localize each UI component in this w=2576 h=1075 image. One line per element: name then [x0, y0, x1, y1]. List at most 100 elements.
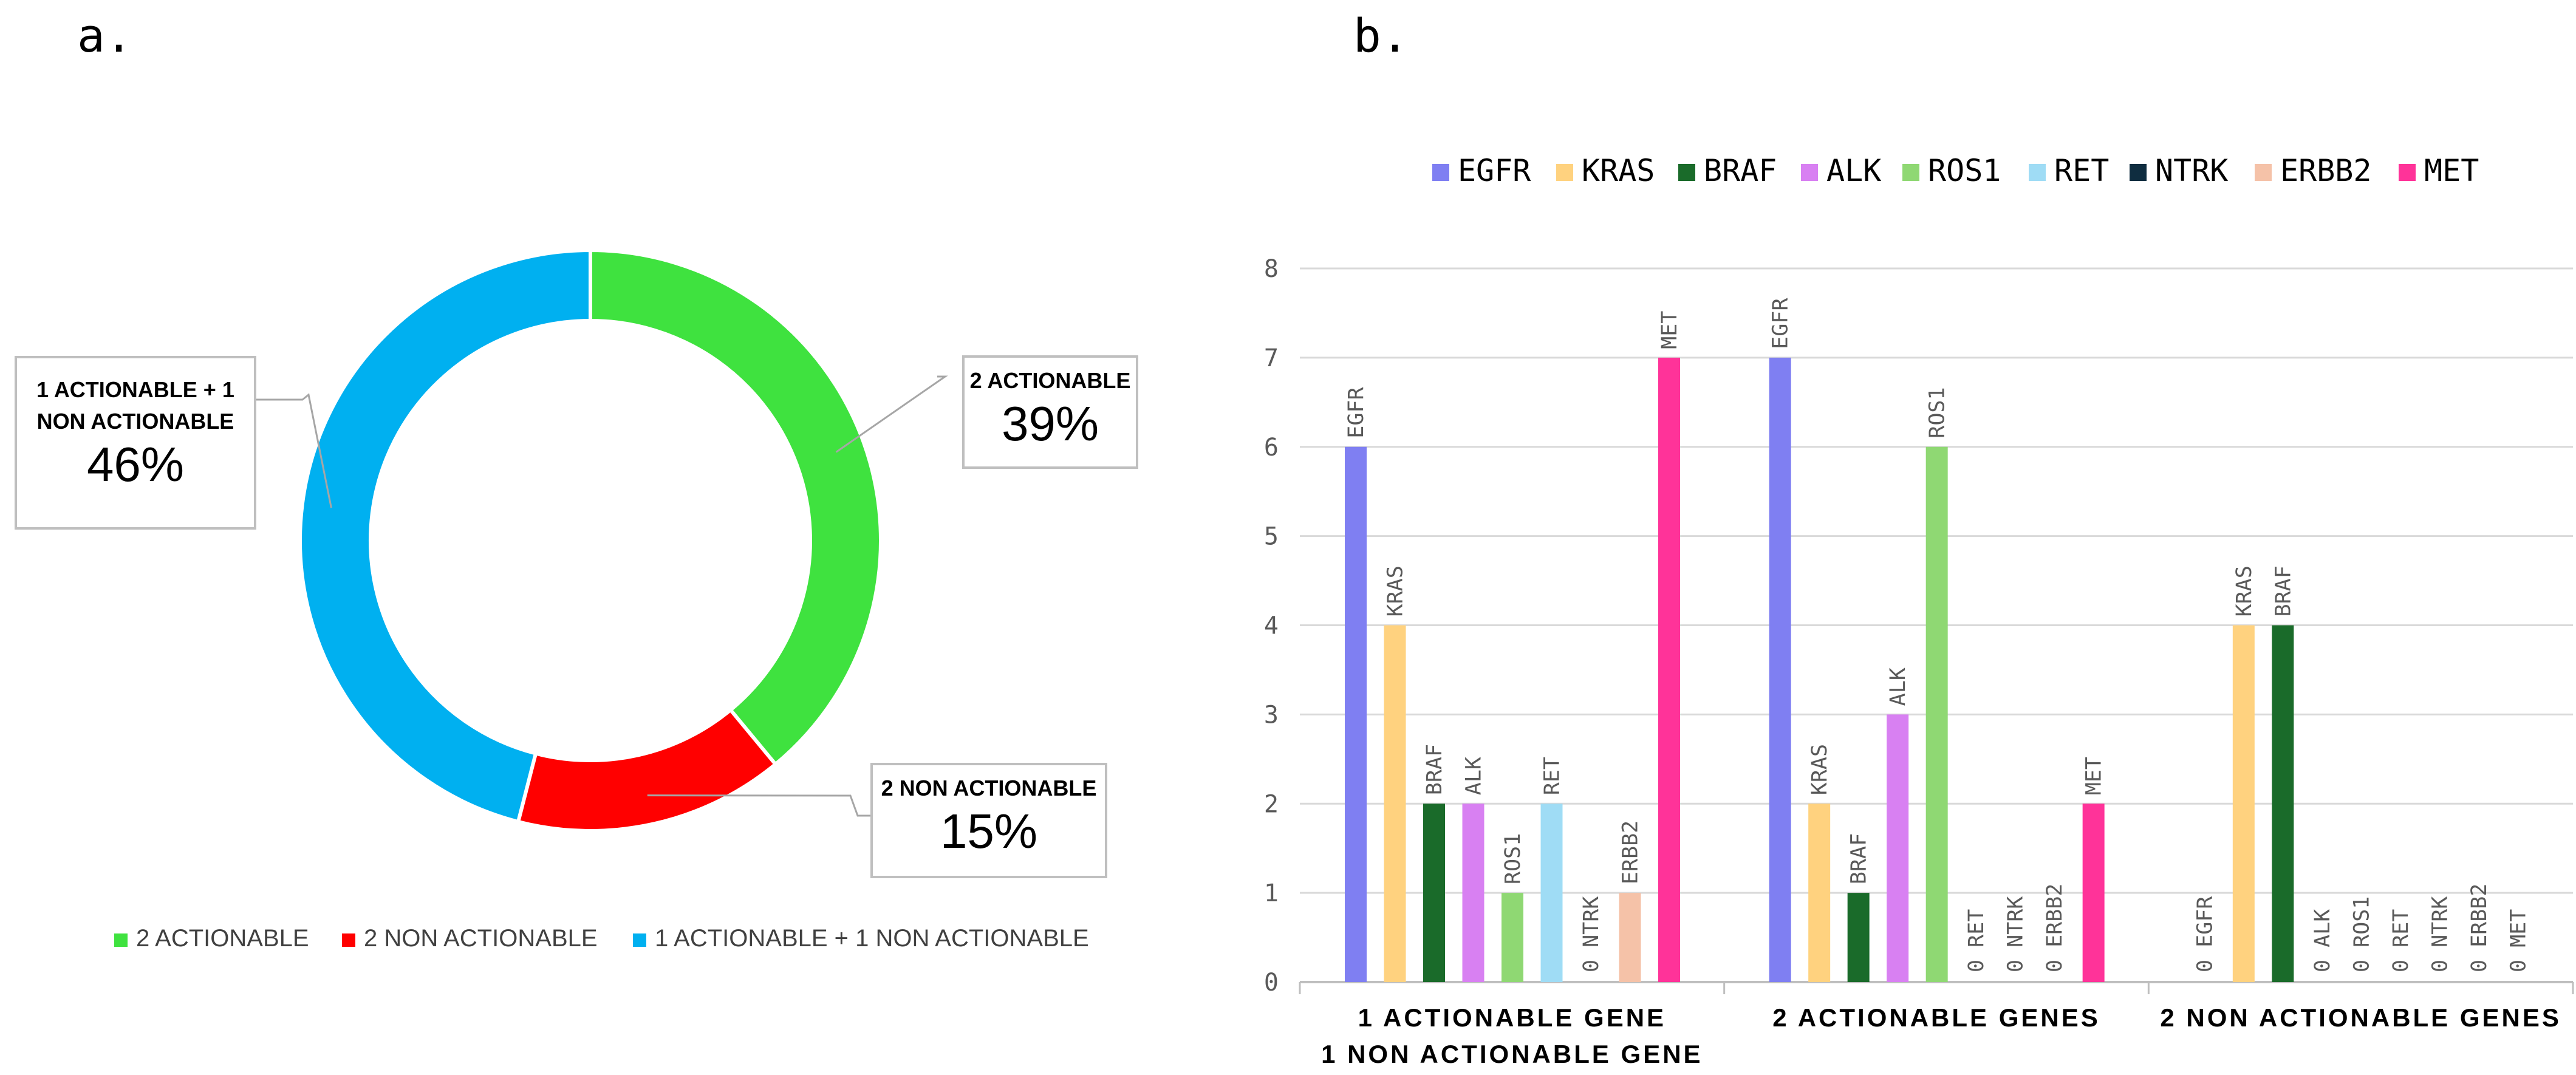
- callout-box: [870, 763, 1107, 878]
- bar-data-label: ROS1: [1501, 833, 1525, 884]
- callout-label: 2 ACTIONABLE: [970, 368, 1131, 393]
- legend-swatch: [1432, 164, 1449, 181]
- x-category-label: 2 ACTIONABLE GENES: [1772, 1003, 2100, 1032]
- zero-value: 0: [2043, 960, 2067, 972]
- bar-zero-label: 0 ROS1: [2349, 896, 2374, 972]
- y-tick-label: 6: [1264, 434, 1279, 462]
- bar-zero-label: 0 ERBB2: [2467, 884, 2492, 972]
- bar-zero-label: 0 ERBB2: [2043, 884, 2067, 972]
- zero-value: 0: [2428, 960, 2452, 972]
- legend-swatch: [1678, 164, 1695, 181]
- series-name: NTRK: [1579, 896, 1604, 947]
- bar-zero-label: 0 NTRK: [2004, 896, 2028, 972]
- legend-label: MET: [2424, 153, 2479, 188]
- bar-egfr: [1769, 357, 1791, 982]
- callout-box: [15, 356, 256, 530]
- callout-label: 2 NON ACTIONABLE: [881, 776, 1097, 800]
- legend-swatch: [1902, 164, 1919, 181]
- zero-value: 0: [1964, 960, 1989, 972]
- legend-swatch: [633, 933, 646, 947]
- bar-zero-label: 0 NTRK: [1579, 896, 1604, 972]
- bar-data-label: EGFR: [1344, 387, 1368, 439]
- bar-zero-label: 0 EGFR: [2193, 896, 2217, 972]
- series-name: NTRK: [2004, 896, 2028, 947]
- bar-zero-label: 0 NTRK: [2428, 896, 2452, 972]
- bar-zero-label: 0 RET: [1964, 909, 1989, 972]
- y-tick-label: 3: [1264, 701, 1279, 729]
- bar-kras: [2232, 625, 2255, 982]
- legend-swatch: [1801, 164, 1818, 181]
- zero-value: 0: [2389, 960, 2413, 972]
- legend-label: KRAS: [1582, 153, 1655, 188]
- y-tick-label: 0: [1264, 969, 1279, 997]
- bar-data-label: BRAF: [1423, 744, 1447, 795]
- callout-label: 1 ACTIONABLE + 1: [36, 377, 234, 402]
- legend-label: 1 ACTIONABLE + 1 NON ACTIONABLE: [655, 925, 1089, 952]
- legend-swatch: [2130, 164, 2147, 181]
- bar-data-label: ERBB2: [1619, 821, 1643, 884]
- bar-data-label: KRAS: [1808, 744, 1832, 795]
- bar-data-label: RET: [1540, 757, 1565, 795]
- x-category-label: 2 NON ACTIONABLE GENES: [2160, 1003, 2561, 1032]
- legend-label: EGFR: [1458, 153, 1531, 188]
- x-category-label: 1 NON ACTIONABLE GENE: [1321, 1040, 1703, 1068]
- y-tick-label: 8: [1264, 255, 1279, 283]
- zero-value: 0: [2004, 960, 2028, 972]
- x-category-label: 1 ACTIONABLE GENE: [1358, 1003, 1666, 1032]
- callout-percent: 39%: [1002, 397, 1099, 451]
- bar-data-label: ALK: [1462, 757, 1486, 795]
- legend-swatch: [1556, 164, 1573, 181]
- bar-chart: 0 1 2 3 4 5 6 7 8 EGFR KRAS BRAF ALK ROS1 RET 0 NTRK ERBB…: [1264, 153, 2574, 1068]
- bar-data-label: ALK: [1886, 667, 1910, 706]
- bar-data-label: EGFR: [1769, 298, 1793, 349]
- legend-swatch: [114, 933, 128, 947]
- legend-swatch: [342, 933, 355, 947]
- callout-leader-line: [255, 393, 332, 508]
- y-tick-label: 7: [1264, 344, 1279, 372]
- zero-value: 0: [2349, 960, 2374, 972]
- donut-chart: 2 ACTIONABLE 39% 2 NON ACTIONABLE 15% 1 ACTI…: [15, 248, 1138, 952]
- legend-swatch: [2029, 164, 2046, 181]
- legend-label: ERBB2: [2280, 153, 2372, 188]
- y-tick-label: 4: [1264, 612, 1279, 640]
- donut-slice-1: [589, 248, 883, 767]
- bar-alk: [1887, 714, 1909, 982]
- y-tick-label: 1: [1264, 879, 1279, 907]
- bar-alk: [1462, 804, 1484, 982]
- bar-data-label: BRAF: [1847, 833, 1871, 884]
- bar-data-label: MET: [1658, 311, 1682, 349]
- bar-braf: [1423, 804, 1445, 982]
- zero-value: 0: [2193, 960, 2217, 972]
- legend-label: ROS1: [1928, 153, 2001, 188]
- zero-value: 0: [2506, 960, 2530, 972]
- panel-a-label: a.: [77, 9, 133, 63]
- legend-swatch: [2255, 164, 2272, 181]
- series-name: RET: [2389, 909, 2413, 947]
- bar-data-label: ROS1: [1925, 387, 1950, 438]
- zero-value: 0: [2467, 960, 2492, 972]
- bar-zero-label: 0 MET: [2506, 909, 2530, 972]
- series-name: ERBB2: [2043, 884, 2067, 947]
- bar-egfr: [1345, 446, 1367, 982]
- series-name: EGFR: [2193, 896, 2217, 947]
- bar-data-label: KRAS: [1384, 565, 1408, 616]
- y-tick-label: 2: [1264, 790, 1279, 818]
- callout-box: [962, 355, 1138, 469]
- donut-slice-3: [298, 248, 592, 824]
- bar-kras: [1384, 625, 1406, 982]
- series-name: ERBB2: [2467, 884, 2492, 947]
- legend-label: 2 NON ACTIONABLE: [364, 925, 598, 952]
- series-name: MET: [2506, 909, 2530, 947]
- series-name: ALK: [2311, 909, 2335, 947]
- series-name: NTRK: [2428, 896, 2452, 947]
- callout-leader-line: [647, 794, 872, 817]
- bar-zero-label: 0 RET: [2389, 909, 2413, 972]
- panel-b-label: b.: [1353, 9, 1409, 63]
- callout-percent: 46%: [87, 437, 184, 491]
- legend-label: 2 ACTIONABLE: [136, 925, 309, 952]
- bar-kras: [1808, 804, 1831, 982]
- legend-label: NTRK: [2155, 153, 2228, 188]
- bar-met: [2082, 804, 2105, 982]
